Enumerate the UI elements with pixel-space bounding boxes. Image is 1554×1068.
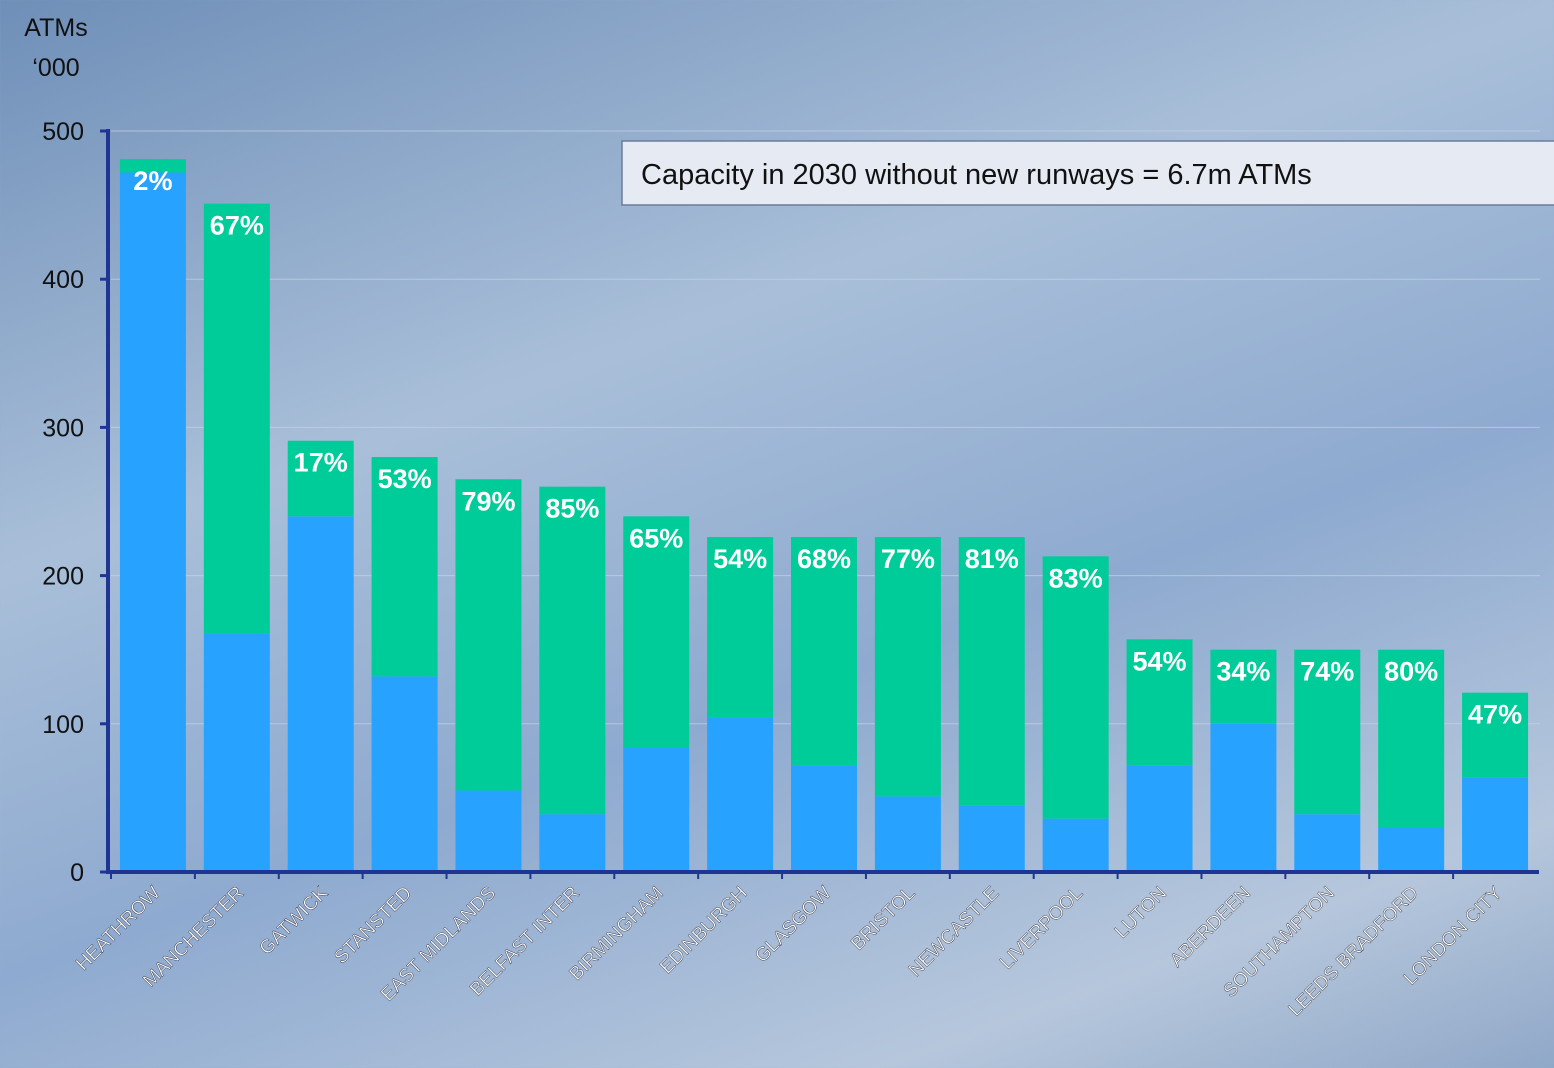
bar-label: 80%: [1384, 657, 1438, 687]
x-tick-label: BRISTOL: [847, 883, 919, 955]
bar-segment: [539, 814, 605, 872]
bar-segment: [707, 718, 773, 872]
bar-segment: [204, 633, 270, 872]
bar-segment: [959, 537, 1025, 805]
x-tick-label: ABERDEEN: [1166, 883, 1255, 972]
y-tick-label: 400: [42, 266, 84, 294]
bar-segment: [539, 487, 605, 815]
x-tick-label: LUTON: [1111, 883, 1171, 943]
bar-label: 85%: [545, 494, 599, 524]
bar-segment: [791, 765, 857, 872]
bar-label: 83%: [1049, 563, 1103, 593]
y-tick-label: 0: [70, 859, 84, 887]
bar-segment: [875, 537, 941, 796]
bar-label: 54%: [713, 544, 767, 574]
page: Capacity in 2030 without new runways = 6…: [0, 0, 1554, 1068]
bar-segment: [288, 516, 354, 872]
x-tick-label: GLASGOW: [751, 883, 835, 967]
chart: Capacity in 2030 without new runways = 6…: [0, 0, 1554, 1068]
bar-label: 81%: [965, 544, 1019, 574]
y-axis-label: ‘000: [32, 54, 79, 82]
bar-segment: [455, 790, 521, 872]
x-tick-label: STANSTED: [331, 883, 417, 969]
bar-segment: [455, 479, 521, 790]
bar-label: 68%: [797, 544, 851, 574]
bar-segment: [959, 805, 1025, 872]
bar-label: 77%: [881, 544, 935, 574]
bar-segment: [1127, 765, 1193, 872]
bar-label: 17%: [294, 448, 348, 478]
x-tick-label: GATWICK: [256, 882, 333, 959]
x-tick-label: HEATHROW: [72, 883, 164, 975]
bar-label: 34%: [1216, 657, 1270, 687]
bar-label: 54%: [1133, 646, 1187, 676]
bar-label: 53%: [378, 464, 432, 494]
bar-segment: [1043, 556, 1109, 818]
y-tick-label: 300: [42, 414, 84, 442]
x-tick-label: LIVERPOOL: [996, 883, 1087, 974]
bar-label: 67%: [210, 211, 264, 241]
bar-label: 65%: [629, 523, 683, 553]
bar-segment: [204, 204, 270, 634]
bar-segment: [1294, 814, 1360, 872]
bar-segment: [1378, 828, 1444, 872]
bar-segment: [623, 748, 689, 872]
bar-label: 74%: [1300, 657, 1354, 687]
y-tick-label: 100: [42, 711, 84, 739]
bar-segment: [1462, 777, 1528, 872]
x-tick-label: NEWCASTLE: [905, 883, 1003, 981]
annotation: Capacity in 2030 without new runways = 6…: [641, 159, 1312, 191]
bar-segment: [1210, 724, 1276, 872]
bar-segment: [120, 172, 186, 872]
y-tick-label: 500: [42, 118, 84, 146]
bar-label: 79%: [461, 486, 515, 516]
bar-segment: [875, 796, 941, 872]
x-tick-label: EDINBURGH: [656, 883, 751, 978]
bar-segment: [372, 676, 438, 872]
bar-label: 2%: [133, 166, 172, 196]
bar-label: 47%: [1468, 700, 1522, 730]
y-axis-label: ATMs: [24, 14, 87, 42]
bar-segment: [1043, 819, 1109, 872]
y-tick-label: 200: [42, 563, 84, 591]
